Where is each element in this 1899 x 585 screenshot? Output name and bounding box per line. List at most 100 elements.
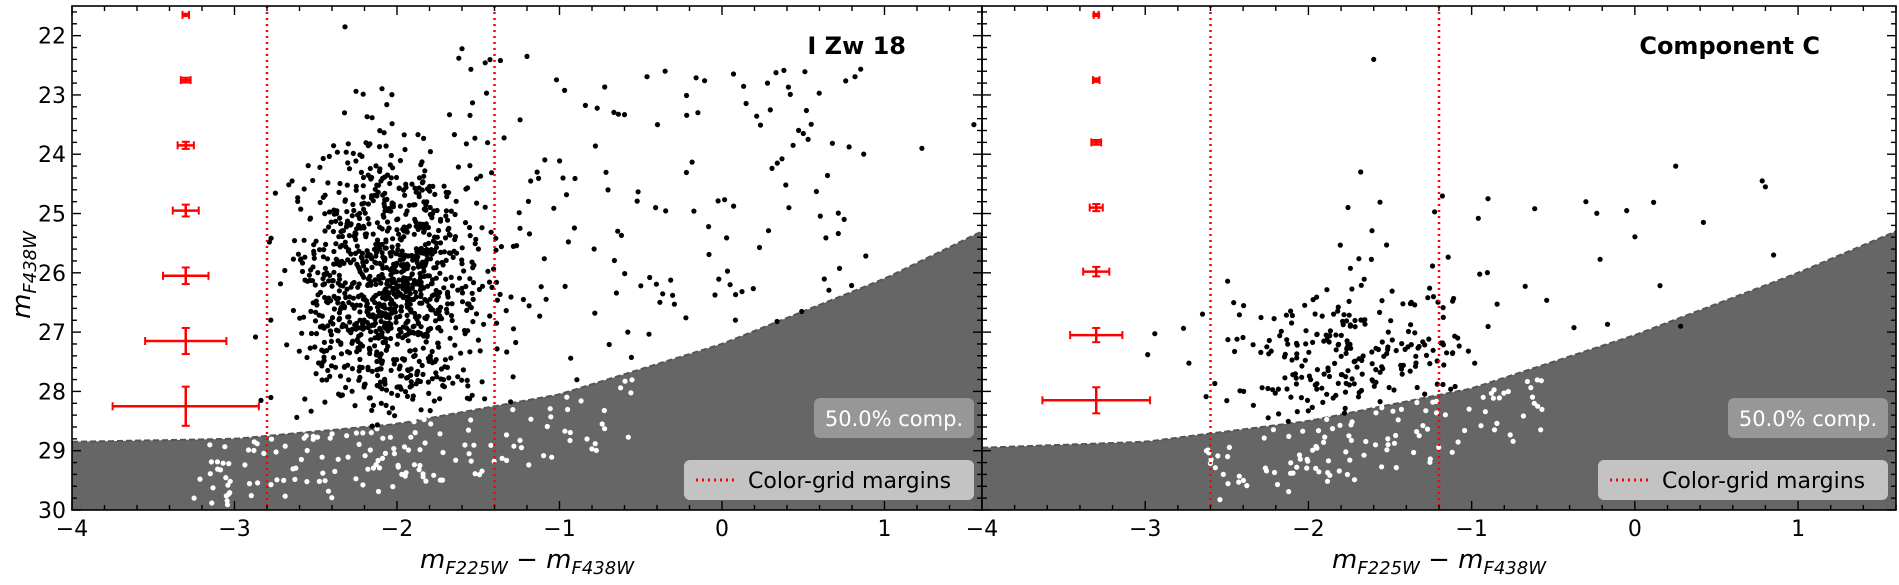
star-point — [358, 169, 364, 175]
star-point — [1335, 304, 1341, 310]
star-point — [307, 345, 313, 351]
star-point — [463, 186, 469, 192]
star-point — [816, 90, 822, 96]
star-point — [653, 205, 659, 211]
star-point — [568, 355, 574, 361]
faint-star-point — [1372, 442, 1379, 448]
star-point — [350, 150, 356, 156]
star-point — [350, 295, 356, 301]
star-point — [412, 289, 419, 295]
star-point — [386, 206, 392, 212]
faint-star-point — [1240, 477, 1246, 483]
star-point — [356, 368, 362, 374]
faint-star-point — [567, 437, 573, 444]
faint-star-point — [367, 447, 373, 453]
star-point — [750, 286, 756, 292]
star-point — [426, 390, 432, 396]
star-point — [1278, 328, 1284, 334]
star-point — [683, 169, 690, 176]
faint-star-point — [548, 414, 554, 420]
star-point — [1352, 358, 1358, 364]
faint-star-point — [251, 447, 257, 454]
faint-star-point — [226, 491, 232, 497]
star-point — [389, 92, 395, 98]
star-point — [413, 223, 419, 229]
star-point — [370, 198, 376, 204]
star-point — [408, 366, 414, 372]
star-point — [369, 423, 375, 429]
star-point — [536, 175, 542, 181]
star-point — [754, 113, 760, 119]
star-point — [352, 322, 358, 328]
star-point — [1288, 308, 1294, 314]
star-point — [398, 329, 404, 335]
faint-star-point — [1534, 377, 1540, 383]
star-point — [424, 186, 431, 192]
star-point — [494, 297, 500, 303]
faint-star-point — [547, 406, 553, 412]
star-point — [426, 303, 432, 309]
star-point — [347, 260, 354, 266]
star-point — [377, 246, 383, 252]
faint-star-point — [1528, 385, 1534, 391]
faint-star-point — [1344, 471, 1350, 478]
incomplete-region-shape — [72, 231, 982, 511]
star-point — [615, 111, 622, 117]
star-point — [1265, 385, 1271, 392]
star-point — [602, 84, 608, 90]
star-point — [311, 251, 317, 257]
faint-star-point — [374, 426, 380, 432]
star-point — [526, 303, 532, 309]
star-point — [849, 282, 855, 289]
star-point — [441, 384, 447, 390]
svg-text:mF225W − mF438W: mF225W − mF438W — [420, 545, 635, 579]
star-point — [390, 201, 396, 207]
y-tick-label: 22 — [38, 25, 66, 50]
star-point — [1388, 318, 1394, 324]
y-tick-labels: 22 23 24 25 26 27 28 29 30 — [38, 25, 66, 524]
star-point — [421, 173, 427, 179]
star-point — [1348, 345, 1354, 351]
star-point — [1338, 332, 1344, 338]
x-tick-label: −2 — [381, 517, 413, 542]
star-point — [381, 130, 387, 136]
star-point — [702, 78, 708, 84]
star-point — [423, 249, 429, 255]
faint-star-point — [1520, 413, 1526, 419]
star-point — [1258, 349, 1264, 355]
star-point — [290, 307, 296, 314]
star-point — [317, 247, 323, 253]
faint-star-point — [504, 457, 510, 463]
star-point — [1186, 360, 1192, 366]
star-point — [712, 292, 718, 298]
faint-star-point — [1220, 471, 1226, 477]
faint-star-point — [1336, 468, 1342, 474]
star-point — [353, 88, 359, 94]
star-point — [1371, 56, 1377, 63]
incomplete-region — [981, 230, 1897, 511]
star-point — [309, 278, 316, 284]
faint-star-point — [428, 421, 434, 427]
star-point — [449, 301, 455, 307]
star-point — [418, 407, 424, 413]
star-point — [622, 271, 628, 277]
star-point — [1294, 351, 1300, 357]
star-point — [1332, 360, 1338, 366]
star-point — [360, 174, 367, 181]
star-point — [329, 283, 335, 289]
incomplete-region — [71, 230, 983, 511]
star-point — [565, 239, 572, 245]
star-point — [472, 241, 478, 247]
star-point — [380, 310, 386, 316]
faint-star-point — [1496, 395, 1502, 401]
faint-star-point — [511, 443, 517, 449]
faint-star-point — [353, 430, 359, 436]
faint-star-point — [1524, 378, 1530, 385]
star-point — [443, 213, 449, 219]
faint-star-point — [526, 462, 532, 468]
star-point — [339, 228, 346, 234]
star-point — [757, 122, 764, 128]
star-point — [367, 174, 373, 180]
error-bar — [181, 10, 190, 19]
x-tick-label: 1 — [878, 517, 892, 542]
